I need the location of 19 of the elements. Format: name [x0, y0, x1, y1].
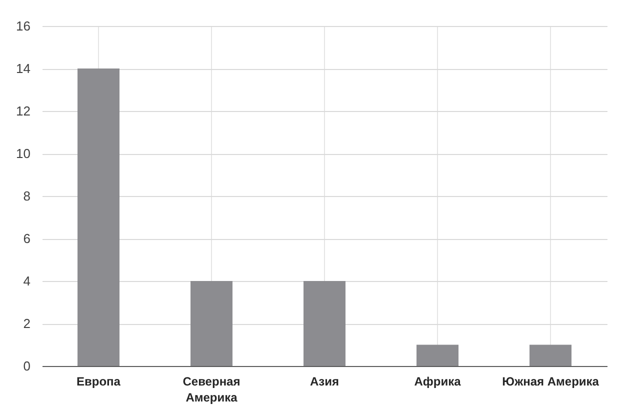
bar [190, 281, 232, 366]
bar [530, 344, 572, 366]
bar [78, 68, 120, 366]
y-tick-label: 10 [16, 146, 30, 161]
y-tick-label: 2 [23, 316, 30, 331]
y-tick-label: 4 [23, 274, 30, 288]
y-tick-label: 0 [23, 358, 30, 374]
bar [304, 281, 346, 366]
x-tick-label: Африка [414, 374, 462, 388]
y-tick-label: 14 [16, 61, 30, 76]
bar [416, 344, 458, 366]
y-tick-label: 16 [16, 18, 30, 34]
y-tick-label: 6 [23, 231, 30, 246]
y-tick-label: 12 [16, 104, 30, 118]
y-tick-label: 8 [23, 188, 30, 204]
x-tick-label: Северная Америка [182, 374, 240, 404]
x-tick-label: Южная Америка [502, 374, 600, 388]
x-tick-label: Азия [310, 374, 340, 388]
x-tick-label: Европа [76, 374, 121, 388]
